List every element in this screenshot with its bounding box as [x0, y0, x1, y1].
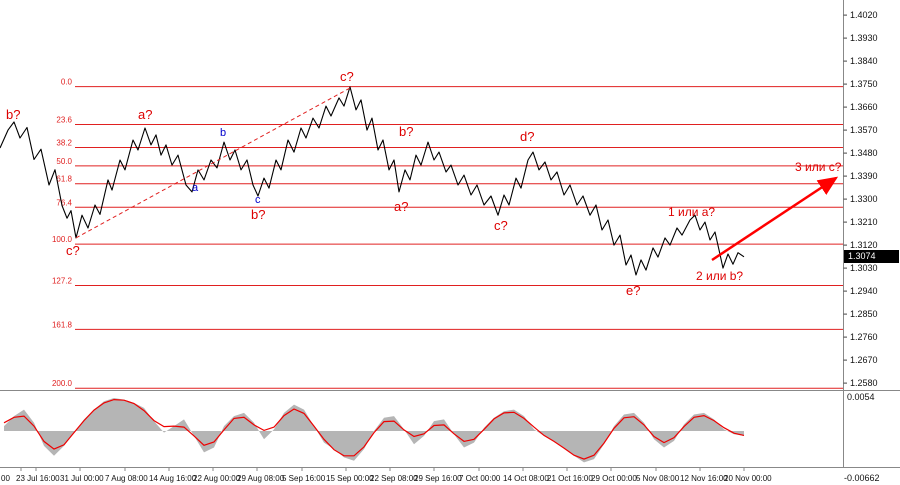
forecast-arrow[interactable] — [711, 176, 839, 262]
fib-label: 161.8 — [52, 320, 73, 329]
fib-label: 0.0 — [61, 78, 73, 87]
price-tick-label: 1.3120 — [850, 240, 878, 250]
time-label: 22 Sep 08:00 — [370, 474, 418, 483]
overlays — [75, 86, 839, 262]
trendline[interactable] — [75, 86, 353, 239]
wave-label: c — [255, 194, 261, 206]
oscillator-pane — [3, 398, 745, 463]
time-axis: 00 23 Jul 16:00 31 Jul 00:00 7 Aug 08:00 14 … — [1, 467, 772, 483]
time-label: 15 Sep 00:00 — [326, 474, 374, 483]
wave-label: a? — [394, 199, 408, 214]
time-label: 29 Aug 08:00 — [237, 474, 285, 483]
wave-label: b? — [399, 124, 413, 139]
time-label: 14 Aug 16:00 — [149, 474, 197, 483]
fib-label: 127.2 — [52, 277, 73, 286]
fib-label: 23.6 — [56, 116, 72, 125]
fib-label: 100.0 — [52, 235, 73, 244]
wave-label: 3 или c? — [795, 160, 842, 174]
wave-label: 2 или b? — [696, 269, 743, 283]
price-tick-label: 1.3480 — [850, 148, 878, 158]
price-tick-label: 1.3570 — [850, 125, 878, 135]
fib-label: 76.4 — [56, 198, 72, 207]
fib-levels: 0.0 23.6 38.2 50.0 61.8 76.4 100.0 127.2 161.8 20… — [52, 78, 843, 389]
price-tick-label: 1.2850 — [850, 309, 878, 319]
price-tick-label: 1.2580 — [850, 378, 878, 388]
price-series-group — [0, 86, 745, 276]
time-label: 23 Jul 16:00 — [16, 474, 60, 483]
wave-label: b — [220, 127, 226, 139]
price-tick-label: 1.3390 — [850, 171, 878, 181]
time-label: 31 Jul 00:00 — [60, 474, 104, 483]
oscillator-min-label: -0.00662 — [844, 473, 880, 483]
fib-label: 61.8 — [56, 175, 72, 184]
frame — [0, 0, 900, 468]
time-label: 14 Oct 08:00 — [503, 474, 549, 483]
price-tick-label: 1.3750 — [850, 79, 878, 89]
wave-label: a? — [138, 107, 152, 122]
price-tick-label: 1.3930 — [850, 33, 878, 43]
oscillator-signal-line — [3, 398, 745, 460]
wave-label: 1 или a? — [668, 205, 715, 219]
price-tick-label: 1.3660 — [850, 102, 878, 112]
time-label: 12 Nov 16:00 — [680, 474, 728, 483]
price-axis: 1.4020 1.3930 1.3840 1.3750 1.3660 1.3570 1.34… — [843, 10, 878, 388]
oscillator-area — [4, 398, 744, 463]
time-label: 7 Oct 00:00 — [459, 474, 501, 483]
time-label: 00 — [1, 474, 10, 483]
current-price-badge: 1.3074 — [844, 250, 899, 263]
wave-label: b? — [6, 107, 20, 122]
time-label: 29 Oct 00:00 — [591, 474, 637, 483]
fib-label: 38.2 — [56, 139, 72, 148]
wave-label: b? — [251, 207, 265, 222]
time-label: 20 Nov 00:00 — [724, 474, 772, 483]
time-label: 29 Sep 16:00 — [414, 474, 462, 483]
price-tick-label: 1.3210 — [850, 217, 878, 227]
wave-label: c? — [66, 243, 80, 258]
price-tick-label: 1.2940 — [850, 286, 878, 296]
fib-label: 50.0 — [56, 157, 72, 166]
price-line — [0, 86, 745, 276]
price-tick-label: 1.2760 — [850, 332, 878, 342]
time-label: 21 Oct 16:00 — [547, 474, 593, 483]
time-label: 5 Nov 08:00 — [636, 474, 680, 483]
price-tick-label: 1.3300 — [850, 194, 878, 204]
time-label: 22 Aug 00:00 — [193, 474, 241, 483]
oscillator-max-label: 0.0054 — [847, 392, 875, 402]
wave-label: d? — [520, 129, 534, 144]
price-tick-label: 1.3030 — [850, 263, 878, 273]
wave-label: c? — [494, 218, 508, 233]
wave-label: c? — [340, 69, 354, 84]
time-label: 5 Sep 16:00 — [282, 474, 326, 483]
price-tick-label: 1.2670 — [850, 355, 878, 365]
price-tick-label: 1.3840 — [850, 56, 878, 66]
wave-label: a — [192, 182, 199, 194]
fib-label: 200.0 — [52, 379, 73, 388]
time-label: 7 Aug 08:00 — [105, 474, 148, 483]
wave-label: e? — [626, 283, 640, 298]
price-tick-label: 1.4020 — [850, 10, 878, 20]
